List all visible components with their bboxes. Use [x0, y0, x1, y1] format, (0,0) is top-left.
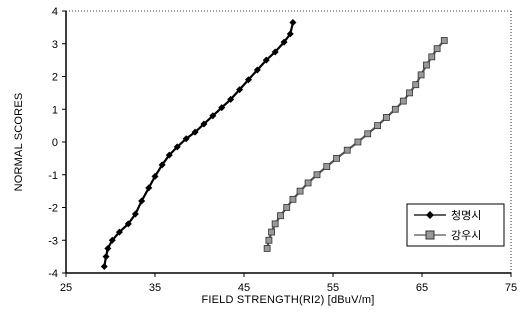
data-point-rain: [313, 171, 321, 179]
data-point-clear: [253, 66, 261, 74]
data-point-rain: [343, 146, 351, 154]
data-point-clear: [271, 48, 279, 56]
x-axis-title: FIELD STRENGTH(RI2) [dBuV/m]: [201, 294, 374, 306]
data-point-rain: [423, 61, 430, 69]
legend-label-rain: 강우시: [451, 229, 481, 242]
data-point-rain: [271, 220, 279, 228]
legend-marker-clear-diamond: [426, 211, 434, 219]
data-point-clear: [165, 151, 173, 159]
y-tick-label: -4: [48, 268, 58, 280]
data-point-rain: [417, 71, 425, 79]
data-point-clear: [173, 143, 181, 151]
data-point-clear: [191, 128, 199, 136]
data-point-clear: [158, 161, 166, 169]
x-axis-ticks: 25 35 45 55 65 75: [60, 273, 517, 294]
x-tick-label: 35: [149, 282, 161, 294]
data-point-rain: [412, 81, 420, 89]
data-point-clear: [286, 30, 294, 38]
data-point-rain: [428, 53, 436, 61]
data-point-clear: [131, 210, 139, 218]
data-point-rain: [333, 154, 340, 162]
data-point-rain: [323, 163, 331, 170]
data-point-rain: [399, 97, 407, 105]
data-point-clear: [200, 120, 208, 128]
data-point-rain: [354, 138, 362, 146]
data-point-clear: [115, 228, 123, 236]
data-point-rain: [296, 187, 304, 195]
y-tick-label: 2: [52, 72, 58, 84]
y-tick-label: 3: [52, 39, 58, 51]
data-point-clear: [151, 172, 159, 180]
data-point-rain: [382, 114, 390, 121]
data-point-rain: [406, 89, 413, 97]
y-axis-ticks: -4 -3 -2 -1 0 1 2 3 4: [48, 6, 66, 280]
y-tick-label: 0: [52, 137, 58, 149]
data-point-rain: [364, 130, 372, 138]
y-tick-label: -1: [48, 170, 58, 182]
data-point-clear: [289, 18, 297, 26]
data-point-rain: [304, 179, 312, 187]
data-point-rain: [268, 228, 275, 236]
data-point-rain: [440, 37, 448, 44]
legend-marker-rain-square: [425, 230, 435, 240]
data-point-clear: [244, 76, 252, 84]
y-tick-label: 4: [52, 6, 58, 18]
y-tick-label: 1: [52, 104, 58, 116]
data-point-clear: [100, 262, 108, 270]
data-point-clear: [262, 56, 270, 64]
data-point-rain: [265, 236, 273, 244]
data-point-clear: [108, 236, 116, 244]
series-clear: [100, 18, 297, 270]
legend: 청명시 강우시: [406, 203, 505, 247]
x-tick-label: 25: [60, 282, 72, 294]
data-point-rain: [263, 245, 271, 252]
x-tick-label: 45: [238, 282, 250, 294]
data-series: [100, 18, 448, 270]
data-point-clear: [145, 184, 153, 192]
data-point-clear: [138, 197, 146, 205]
y-tick-label: -3: [48, 235, 58, 247]
data-point-rain: [391, 105, 399, 113]
legend-box: [406, 203, 505, 247]
y-axis-title: NORMAL SCORES: [13, 93, 25, 192]
data-point-rain: [283, 204, 291, 211]
data-point-clear: [227, 95, 235, 103]
data-point-clear: [124, 220, 132, 228]
data-point-clear: [218, 104, 226, 112]
data-point-clear: [209, 112, 217, 120]
data-point-clear: [280, 38, 288, 46]
data-point-clear: [104, 244, 112, 252]
data-point-clear: [102, 253, 110, 261]
series-rain: [263, 37, 448, 252]
y-tick-label: -2: [48, 203, 58, 215]
legend-label-clear: 청명시: [451, 209, 481, 222]
x-tick-label: 65: [416, 282, 428, 294]
data-point-rain: [433, 45, 441, 53]
x-tick-label: 75: [505, 282, 517, 294]
data-point-clear: [182, 135, 190, 143]
data-point-rain: [289, 195, 297, 203]
data-point-rain: [277, 212, 284, 220]
x-tick-label: 55: [327, 282, 339, 294]
data-point-clear: [236, 86, 244, 94]
data-point-rain: [374, 122, 381, 130]
